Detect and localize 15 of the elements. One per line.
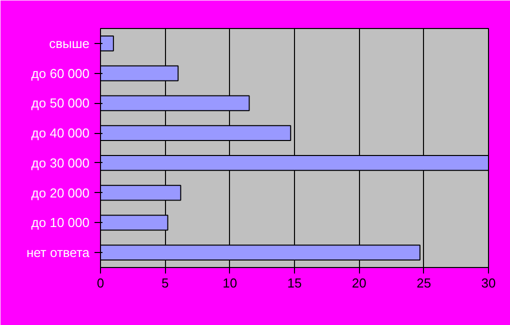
y-tick-label: до 30 000: [31, 155, 90, 170]
x-tick-label: 30: [481, 276, 496, 290]
x-tick-label: 25: [416, 276, 432, 290]
x-tick-label: 5: [162, 276, 169, 290]
y-tick-label: нет ответа: [26, 245, 90, 260]
y-tick-label: свыше: [49, 36, 90, 51]
y-tick-label: до 60 000: [31, 66, 90, 81]
y-tick-label: до 20 000: [31, 185, 90, 200]
x-tick-label: 0: [96, 276, 104, 290]
y-tick-label: до 50 000: [31, 96, 90, 111]
x-tick-label: 20: [352, 276, 366, 290]
y-tick-label: до 40 000: [31, 126, 90, 141]
y-tick-label: до 10 000: [31, 215, 90, 230]
x-tick-label: 10: [222, 276, 238, 290]
x-tick-label: 15: [287, 276, 302, 290]
